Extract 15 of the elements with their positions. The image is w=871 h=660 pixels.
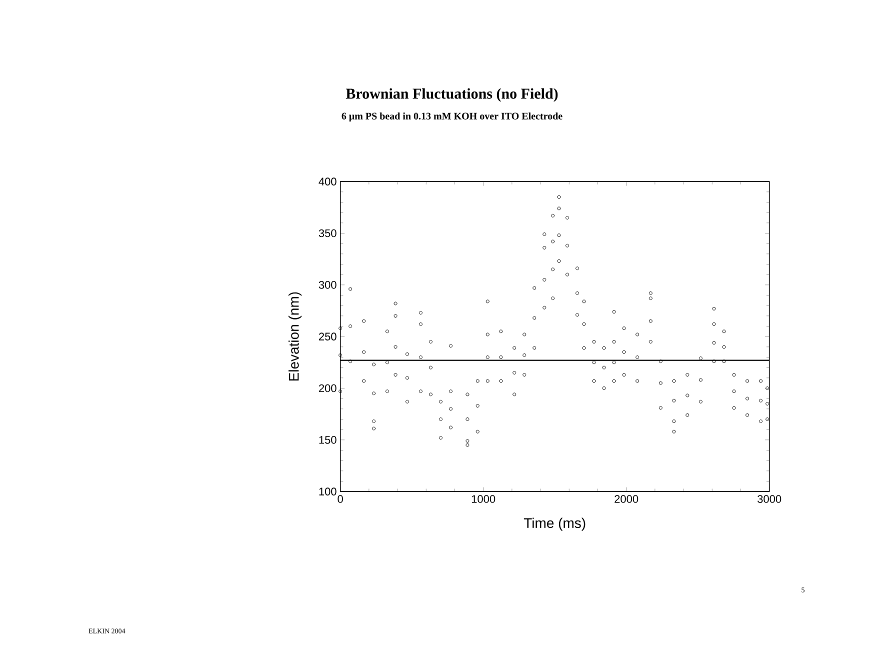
chart-title: Brownian Fluctuations (no Field) (346, 88, 558, 102)
y-tick-label: 100 (319, 488, 336, 496)
chart-subtitle: 6 μm PS bead in 0.13 mM KOH over ITO Electrode (342, 112, 562, 122)
y-tick-label: 400 (318, 178, 336, 186)
x-tick-label: 2000 (614, 495, 638, 503)
x-tick-label: 3000 (758, 495, 782, 503)
y-tick-label: 300 (318, 281, 336, 289)
x-tick-label: 1000 (472, 495, 496, 503)
y-tick-label: 150 (319, 436, 336, 444)
x-axis-title: Time (ms) (524, 518, 586, 531)
y-axis-title: Elevation (nm) (288, 292, 302, 381)
y-tick-label: 350 (318, 229, 336, 238)
x-tick-label: 0 (338, 495, 343, 503)
y-tick-label: 250 (319, 332, 336, 340)
y-tick-label: 200 (319, 384, 336, 392)
